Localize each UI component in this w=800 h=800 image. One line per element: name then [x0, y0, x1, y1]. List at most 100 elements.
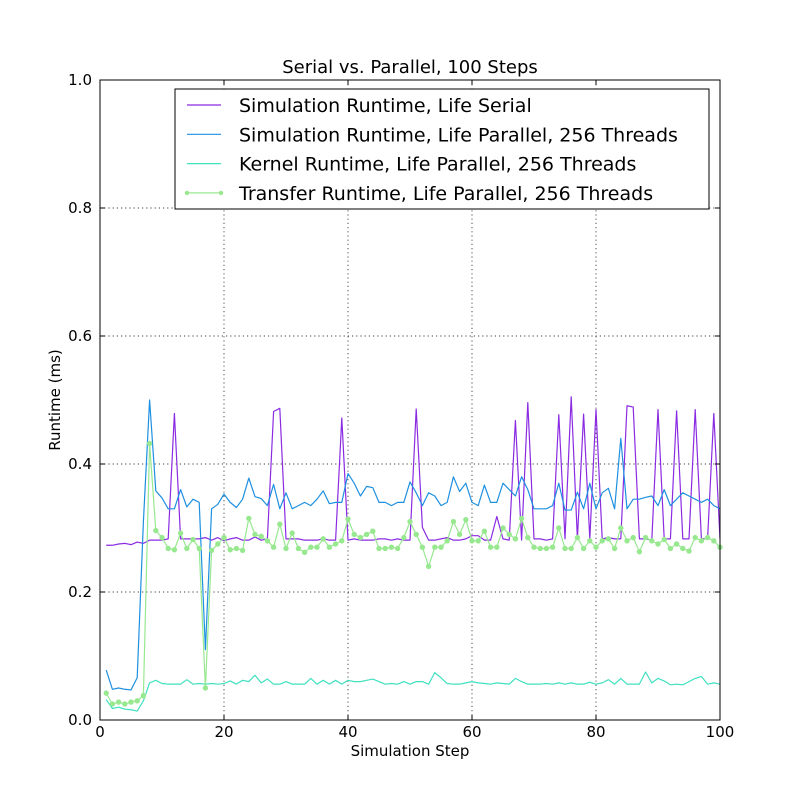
data-point — [642, 534, 649, 541]
legend-box — [174, 88, 710, 210]
series-lines — [103, 396, 723, 712]
data-point — [413, 531, 419, 538]
data-point — [444, 538, 450, 544]
data-point — [630, 534, 636, 541]
data-point — [469, 538, 475, 544]
data-point — [202, 685, 209, 691]
data-point — [686, 548, 692, 554]
series-line — [106, 396, 721, 546]
series-4 — [103, 440, 723, 707]
data-point — [549, 544, 556, 550]
data-point — [184, 545, 190, 552]
data-point — [667, 545, 674, 552]
data-point — [692, 534, 698, 541]
data-point — [196, 545, 202, 552]
x-axis-label: Simulation Step — [351, 742, 470, 760]
y-tick-label: 0.8 — [68, 199, 92, 217]
legend-label: Simulation Runtime, Life Parallel, 256 T… — [239, 124, 678, 146]
data-point — [370, 528, 376, 534]
data-point — [190, 536, 196, 543]
data-point — [593, 544, 599, 550]
data-point — [246, 515, 252, 522]
data-point — [432, 544, 438, 550]
data-point — [475, 538, 481, 544]
data-point — [506, 531, 512, 538]
data-point — [314, 544, 320, 550]
data-point — [518, 515, 525, 522]
y-tick-label: 1.0 — [68, 71, 92, 89]
data-point — [351, 531, 357, 538]
data-point — [363, 531, 370, 538]
data-point — [258, 533, 264, 540]
chart-title: Serial vs. Parallel, 100 Steps — [282, 57, 538, 78]
data-point — [122, 701, 128, 707]
data-point — [512, 536, 519, 542]
data-point — [599, 538, 605, 544]
legend-marker — [218, 190, 224, 196]
x-tick-label: 100 — [706, 723, 735, 741]
series-line — [105, 671, 721, 712]
data-point — [289, 530, 295, 536]
y-tick-label: 0.0 — [68, 711, 92, 729]
legend-marker — [184, 190, 190, 196]
data-point — [339, 538, 345, 544]
legend: Simulation Runtime, Life Serial Simulatio… — [174, 88, 710, 210]
data-point — [624, 538, 630, 544]
data-point — [146, 440, 153, 447]
data-point — [481, 528, 488, 534]
x-tick-label: 40 — [338, 723, 357, 741]
data-point — [580, 545, 587, 552]
data-point — [407, 518, 413, 525]
data-point — [618, 525, 624, 531]
data-point — [649, 538, 655, 544]
data-point — [357, 534, 364, 541]
data-point — [115, 699, 122, 705]
data-point — [698, 538, 705, 544]
data-point — [159, 534, 165, 541]
data-point — [221, 534, 227, 541]
data-point — [425, 563, 432, 570]
data-point — [711, 538, 717, 544]
data-point — [587, 538, 593, 544]
data-point — [301, 549, 308, 556]
data-point — [320, 536, 326, 542]
data-point — [345, 516, 351, 522]
data-point — [215, 541, 221, 547]
data-point — [568, 545, 574, 552]
legend-label: Kernel Runtime, Life Parallel, 256 Threa… — [239, 154, 636, 176]
data-point — [394, 545, 401, 552]
data-point — [277, 521, 283, 527]
data-point — [401, 534, 407, 541]
data-point — [680, 545, 686, 552]
data-point — [140, 692, 147, 699]
data-point — [332, 541, 339, 547]
x-tick-label: 80 — [586, 723, 605, 741]
series-3 — [105, 671, 721, 712]
data-point — [239, 547, 246, 554]
data-point — [128, 699, 134, 705]
data-point — [605, 536, 612, 542]
data-point — [283, 545, 289, 552]
data-point — [531, 544, 537, 550]
data-point — [661, 536, 667, 543]
data-point — [264, 538, 271, 544]
data-point — [252, 531, 258, 538]
data-point — [463, 516, 469, 523]
legend-label: Transfer Runtime, Life Parallel, 256 Thr… — [238, 183, 653, 205]
data-point — [134, 698, 140, 704]
data-point — [376, 545, 382, 552]
data-point — [456, 531, 463, 538]
data-point — [450, 518, 457, 525]
axis-ticks: 0 20 40 60 80 100 0.0 0.2 0.4 0.6 0.8 1.0 — [68, 71, 734, 741]
y-tick-label: 0.4 — [68, 455, 92, 473]
x-tick-label: 20 — [214, 723, 233, 741]
data-point — [227, 547, 233, 553]
data-point — [153, 527, 159, 534]
data-point — [611, 545, 618, 552]
data-point — [382, 545, 388, 552]
data-point — [177, 530, 184, 536]
data-point — [487, 544, 494, 550]
data-point — [233, 545, 240, 552]
data-point — [270, 544, 277, 550]
